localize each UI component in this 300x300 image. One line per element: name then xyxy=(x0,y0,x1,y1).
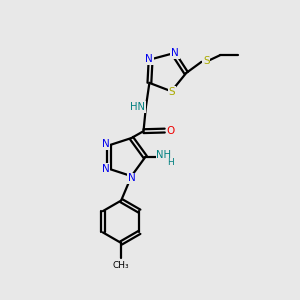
Text: N: N xyxy=(102,139,110,149)
Text: N: N xyxy=(102,164,110,174)
Text: S: S xyxy=(203,56,209,66)
Text: NH: NH xyxy=(156,150,171,160)
Text: N: N xyxy=(145,54,153,64)
Text: N: N xyxy=(128,173,135,184)
Text: N: N xyxy=(171,48,179,58)
Text: H: H xyxy=(167,158,174,167)
Text: O: O xyxy=(167,126,175,136)
Text: S: S xyxy=(169,87,175,97)
Text: HN: HN xyxy=(130,102,145,112)
Text: CH₃: CH₃ xyxy=(113,260,130,269)
